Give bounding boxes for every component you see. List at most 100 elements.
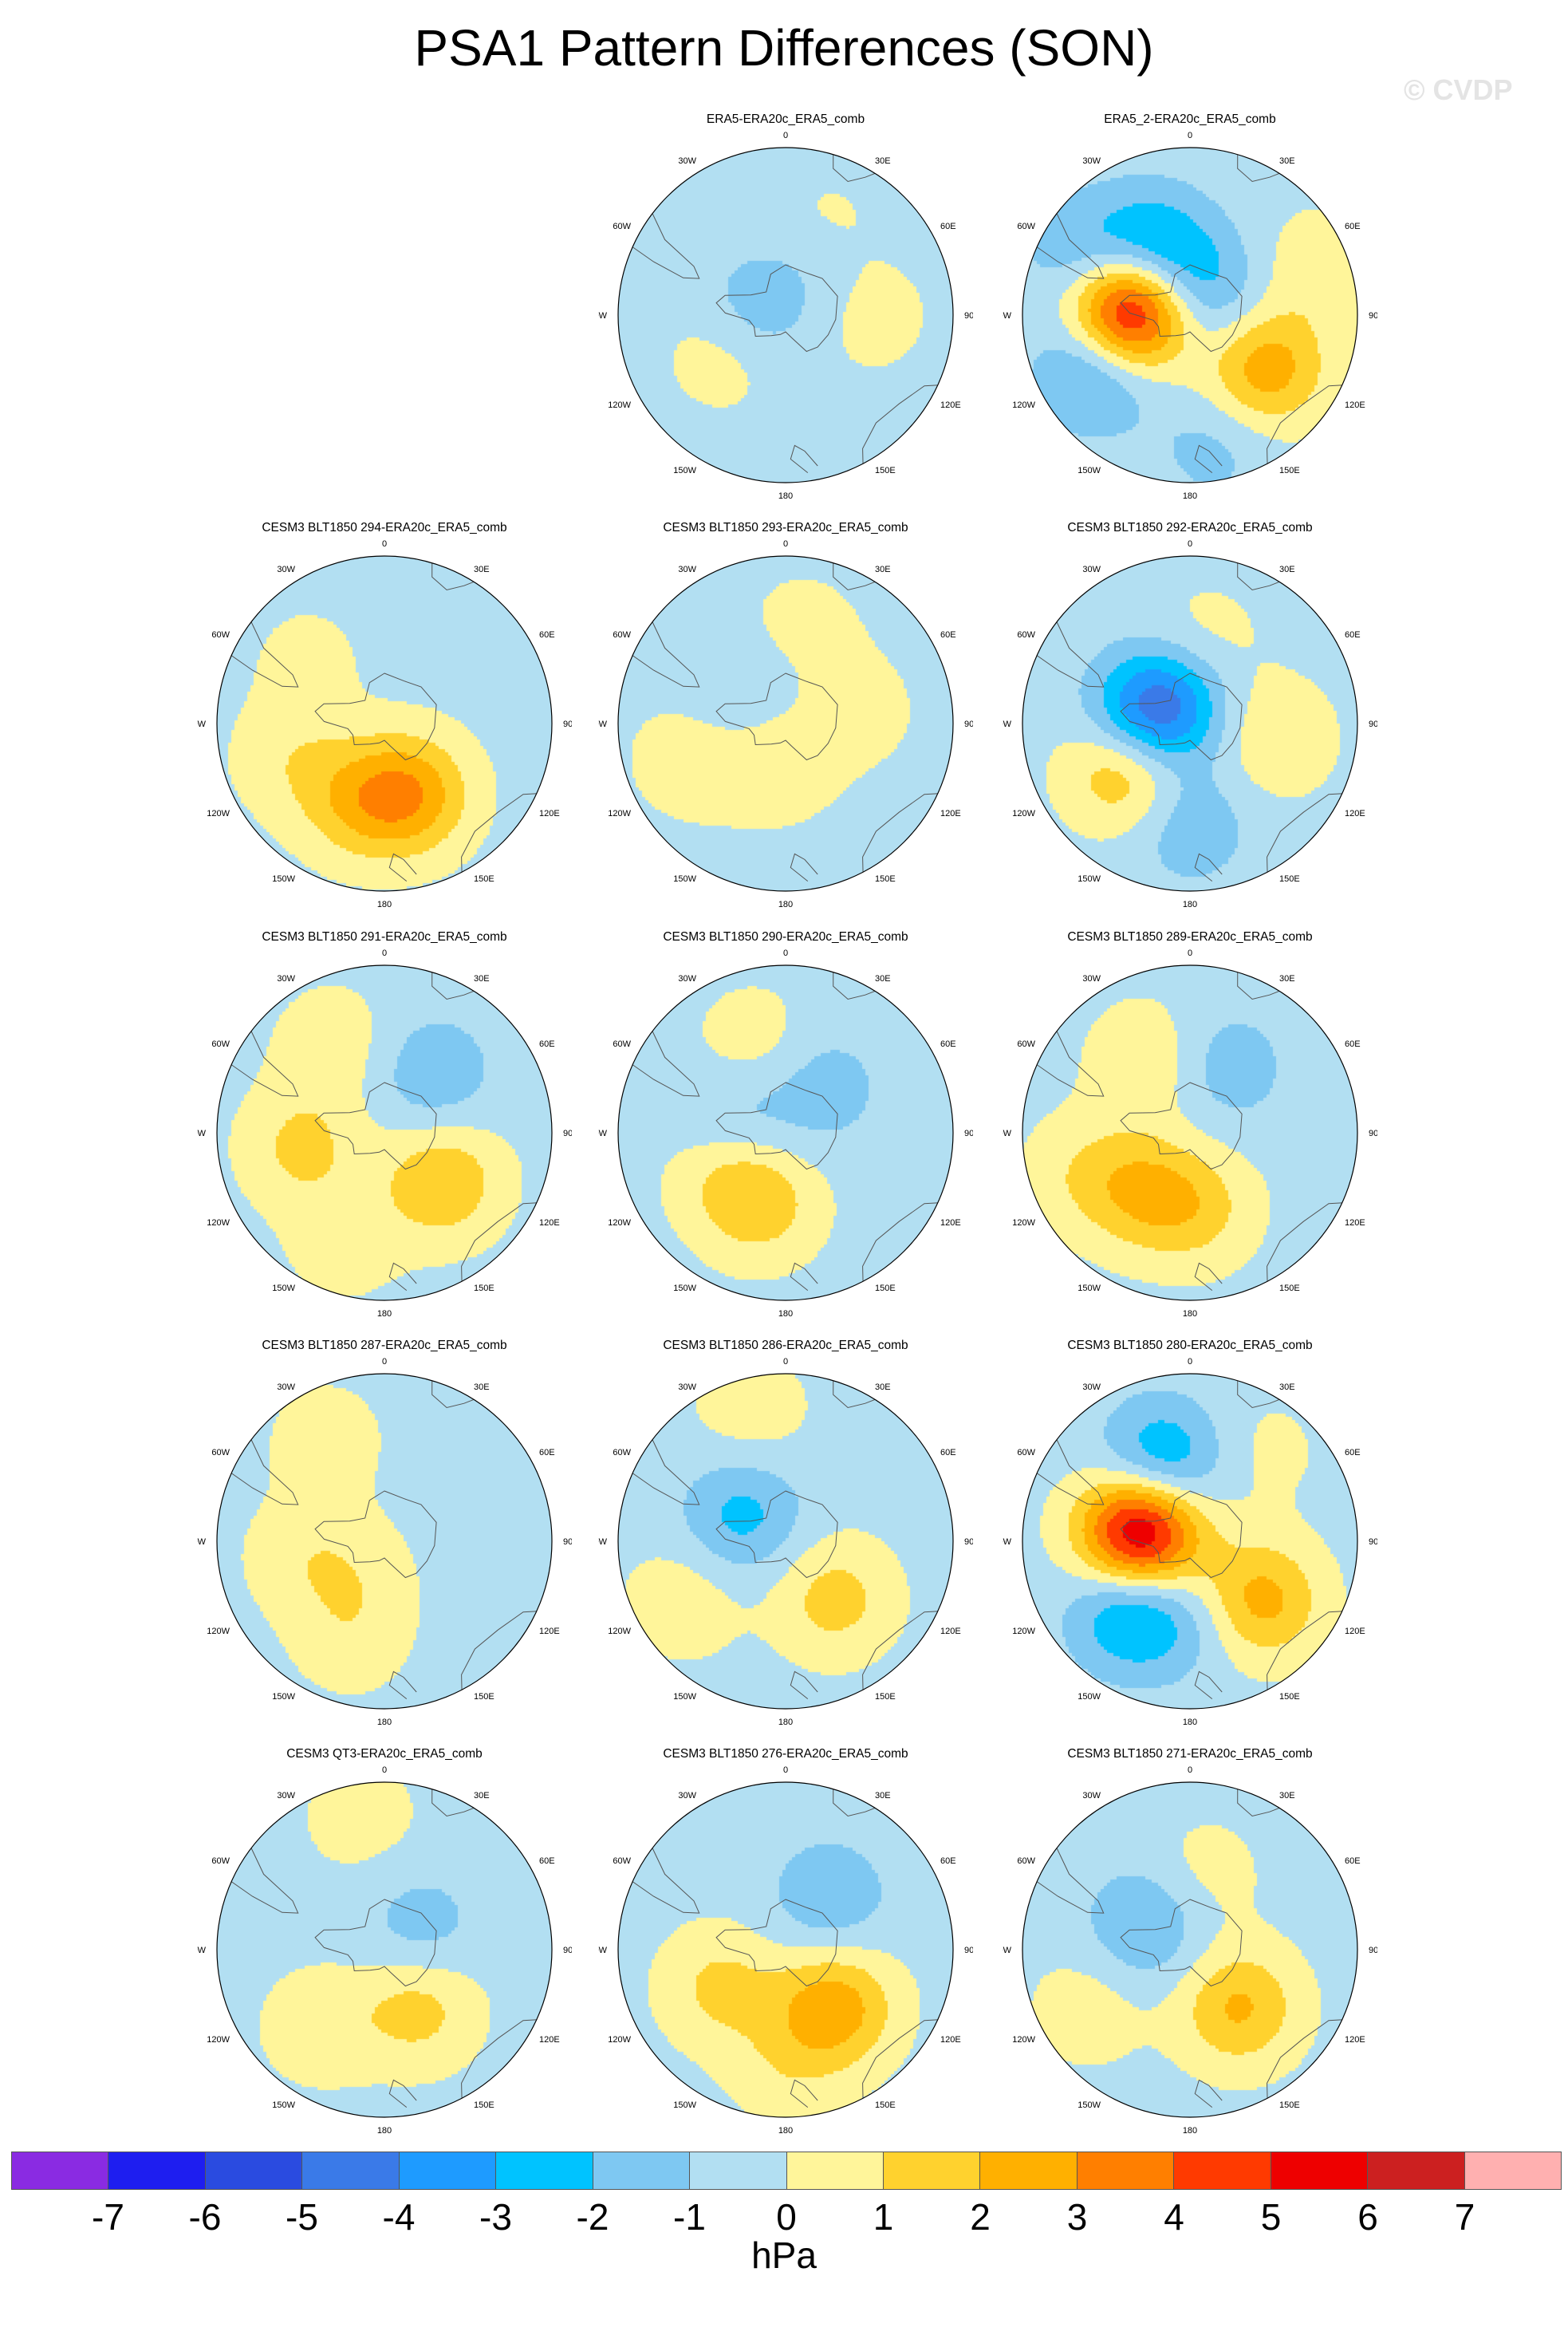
longitude-label: 30W	[1082, 156, 1101, 166]
panel-title: CESM3 BLT1850 290-ERA20c_ERA5_comb	[663, 930, 908, 944]
continent-coastline	[1267, 384, 1357, 483]
continent-coastline	[862, 792, 953, 891]
colorbar-tick-label: -3	[479, 2196, 512, 2238]
antarctica-coastline	[1120, 1490, 1243, 1579]
map-boundary	[617, 964, 954, 1301]
longitude-label: 0	[1188, 1357, 1192, 1367]
longitude-label: 60W	[613, 1448, 631, 1457]
longitude-label: 30E	[474, 1382, 490, 1392]
longitude-label: 60W	[1017, 1856, 1035, 1866]
longitude-label: 30E	[875, 1382, 891, 1392]
map-boundary	[1022, 964, 1358, 1301]
longitude-label: 120E	[1345, 1218, 1365, 1228]
longitude-label: 120W	[1012, 1218, 1035, 1228]
map-boundary	[617, 1781, 954, 2118]
longitude-label: 0	[382, 1357, 387, 1367]
longitude-label: 150E	[875, 466, 896, 475]
longitude-label: 30W	[678, 156, 696, 166]
longitude-label: 60E	[940, 1856, 956, 1866]
continent-coastline	[1194, 853, 1223, 882]
continent-coastline	[388, 2079, 417, 2108]
longitude-label: 90E	[1369, 1537, 1377, 1547]
longitude-label: 60E	[940, 630, 956, 640]
continent-coastline	[1022, 605, 1105, 688]
antarctica-coastline	[314, 1899, 437, 1987]
antarctica-coastline	[314, 1082, 437, 1170]
longitude-label: 150E	[1279, 874, 1300, 884]
panel-title: CESM3 BLT1850 291-ERA20c_ERA5_comb	[262, 930, 507, 944]
longitude-label: 120W	[207, 2035, 230, 2045]
colorbar-swatch	[1271, 2152, 1369, 2189]
panel-title: CESM3 BLT1850 293-ERA20c_ERA5_comb	[663, 521, 908, 534]
longitude-label: 180	[377, 1718, 392, 1727]
panel-title: CESM3 BLT1850 286-ERA20c_ERA5_comb	[663, 1339, 908, 1352]
antarctica-coastline	[314, 672, 437, 761]
polar-map: 0 30E 60E 90E 120E 150E 180 150W 120W 90W 60W 30W	[1003, 949, 1377, 1319]
longitude-label: 150E	[875, 1692, 896, 1702]
pressure-anomaly-field	[217, 965, 552, 1300]
longitude-label: 180	[377, 900, 392, 909]
map-boundary	[617, 1373, 954, 1710]
map-panel: CESM3 BLT1850 293-ERA20c_ERA5_comb 0 30E 60…	[598, 520, 973, 919]
longitude-label: 60E	[1345, 1448, 1361, 1457]
longitude-label: 90W	[197, 720, 207, 729]
polar-map: 0 30E 60E 90E 120E 150E 180 150W 120W 90W 60W 30W	[598, 1765, 973, 2136]
map-panel: CESM3 BLT1850 287-ERA20c_ERA5_comb 0 30E 60…	[197, 1338, 572, 1737]
continent-coastline	[1022, 196, 1105, 279]
longitude-label: 60W	[211, 1039, 230, 1049]
longitude-label: 60E	[940, 222, 956, 231]
longitude-label: 30E	[474, 1791, 490, 1801]
longitude-label: 150E	[1279, 1692, 1300, 1702]
map-panel: CESM3 QT3-ERA20c_ERA5_comb 0 30E 60E 90E 120E…	[197, 1746, 572, 2145]
map-panel: CESM3 BLT1850 289-ERA20c_ERA5_comb 0 30E 60…	[1003, 929, 1377, 1328]
longitude-label: 90W	[1003, 1946, 1012, 1955]
colorbar-swatch	[980, 2152, 1078, 2189]
longitude-label: 60E	[1345, 630, 1361, 640]
colorbar-units: hPa	[751, 2234, 817, 2276]
continent-coastline	[862, 1201, 953, 1300]
longitude-label: 180	[1183, 2126, 1197, 2136]
continent-coastline	[862, 384, 953, 483]
longitude-label: 120W	[608, 2035, 631, 2045]
continent-coastline	[1194, 444, 1223, 473]
longitude-label: 150W	[673, 1284, 696, 1293]
colorbar-swatch	[1174, 2152, 1271, 2189]
colorbar-swatch	[883, 2152, 981, 2189]
longitude-label: 0	[1188, 131, 1192, 140]
longitude-label: 30E	[875, 565, 891, 574]
continent-coastline	[618, 1831, 700, 1914]
longitude-label: 120E	[539, 809, 560, 818]
longitude-label: 60W	[211, 630, 230, 640]
longitude-label: 90E	[1369, 1946, 1377, 1955]
panel-title: CESM3 BLT1850 289-ERA20c_ERA5_comb	[1067, 930, 1313, 944]
longitude-label: 30E	[875, 1791, 891, 1801]
longitude-label: 150W	[272, 1692, 295, 1702]
longitude-label: 30E	[875, 974, 891, 984]
map-boundary	[216, 1781, 553, 2118]
longitude-label: 120W	[608, 1627, 631, 1636]
map-boundary	[617, 147, 954, 483]
longitude-label: 30W	[1082, 1382, 1101, 1392]
longitude-label: 150W	[272, 2100, 295, 2110]
longitude-label: 30W	[678, 1382, 696, 1392]
longitude-label: 0	[1188, 949, 1192, 958]
longitude-label: 0	[783, 131, 788, 140]
longitude-label: 90E	[563, 1129, 572, 1138]
longitude-label: 60W	[211, 1448, 230, 1457]
continent-coastline	[618, 196, 700, 279]
longitude-label: 150W	[1078, 2100, 1101, 2110]
colorbar-swatch	[1077, 2152, 1175, 2189]
longitude-label: 30E	[474, 974, 490, 984]
longitude-label: 30W	[277, 974, 295, 984]
longitude-label: 0	[382, 539, 387, 549]
longitude-label: 60E	[539, 630, 555, 640]
longitude-label: 60E	[1345, 1856, 1361, 1866]
longitude-label: 150W	[673, 466, 696, 475]
continent-coastline	[618, 1422, 700, 1505]
copyright-watermark: © CVDP	[1404, 73, 1513, 106]
pressure-anomaly-field	[1022, 556, 1357, 891]
longitude-label: 0	[1188, 539, 1192, 549]
longitude-label: 30W	[277, 1382, 295, 1392]
longitude-label: 90E	[964, 1537, 973, 1547]
longitude-label: 30E	[1279, 1791, 1295, 1801]
